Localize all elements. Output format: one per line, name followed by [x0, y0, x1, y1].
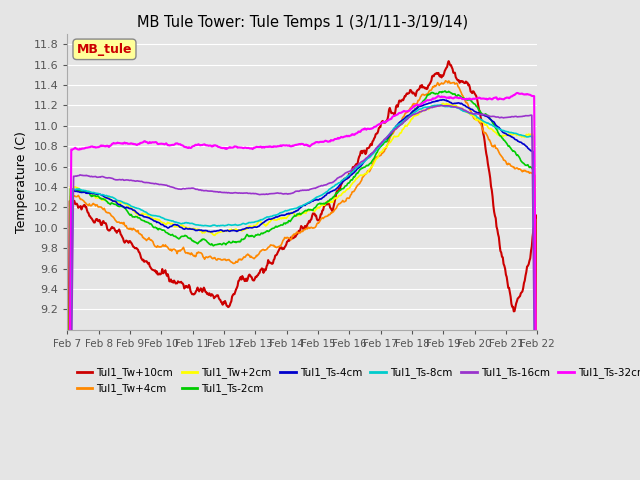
Tul1_Ts-32cm — [184, 145, 192, 151]
Line: Tul1_Ts-8cm: Tul1_Ts-8cm — [67, 105, 538, 480]
Tul1_Ts-32cm — [378, 120, 385, 126]
Tul1_Tw+2cm — [276, 216, 284, 221]
Tul1_Ts-16cm — [378, 141, 385, 146]
Tul1_Ts-16cm — [147, 180, 154, 186]
Tul1_Ts-4cm — [417, 103, 425, 109]
Line: Tul1_Tw+4cm: Tul1_Tw+4cm — [67, 81, 538, 480]
Tul1_Tw+10cm — [184, 285, 192, 290]
Tul1_Ts-4cm — [184, 226, 192, 232]
Tul1_Ts-4cm — [340, 178, 348, 183]
Tul1_Ts-4cm — [378, 141, 385, 146]
Legend: Tul1_Tw+10cm, Tul1_Tw+4cm, Tul1_Tw+2cm, Tul1_Ts-2cm, Tul1_Ts-4cm, Tul1_Ts-8cm, T: Tul1_Tw+10cm, Tul1_Tw+4cm, Tul1_Tw+2cm, … — [72, 363, 640, 398]
Tul1_Ts-32cm — [417, 102, 425, 108]
Line: Tul1_Tw+2cm: Tul1_Tw+2cm — [67, 103, 538, 480]
Tul1_Tw+10cm — [417, 84, 425, 90]
Tul1_Ts-8cm — [340, 176, 348, 182]
Tul1_Ts-8cm — [276, 210, 284, 216]
Tul1_Ts-16cm — [417, 109, 425, 115]
Tul1_Ts-8cm — [147, 212, 154, 218]
Tul1_Tw+10cm — [378, 120, 385, 126]
Tul1_Tw+2cm — [378, 149, 385, 155]
Tul1_Tw+4cm — [442, 78, 449, 84]
Tul1_Ts-2cm — [147, 221, 154, 227]
Tul1_Ts-4cm — [147, 216, 154, 222]
Tul1_Ts-32cm — [147, 140, 154, 146]
Tul1_Ts-8cm — [184, 220, 192, 226]
Tul1_Tw+10cm — [147, 264, 154, 270]
Tul1_Tw+2cm — [184, 226, 192, 231]
Tul1_Ts-32cm — [340, 134, 348, 140]
Tul1_Ts-2cm — [378, 143, 385, 149]
Tul1_Tw+2cm — [147, 214, 154, 220]
Line: Tul1_Tw+10cm: Tul1_Tw+10cm — [67, 61, 538, 480]
Tul1_Ts-8cm — [437, 102, 445, 108]
Tul1_Ts-2cm — [340, 184, 348, 190]
Tul1_Ts-4cm — [440, 96, 448, 102]
Tul1_Ts-32cm — [514, 90, 522, 96]
Tul1_Ts-2cm — [417, 100, 425, 106]
Tul1_Tw+10cm — [276, 245, 284, 251]
Tul1_Ts-16cm — [340, 171, 348, 177]
Tul1_Ts-16cm — [276, 191, 284, 196]
Tul1_Ts-16cm — [184, 186, 192, 192]
Tul1_Ts-32cm — [276, 143, 284, 149]
Tul1_Ts-8cm — [417, 106, 425, 112]
Tul1_Tw+10cm — [445, 58, 452, 64]
Tul1_Tw+4cm — [147, 237, 154, 243]
Text: MB_tule: MB_tule — [77, 43, 132, 56]
Tul1_Ts-2cm — [441, 88, 449, 94]
Tul1_Tw+4cm — [417, 93, 425, 99]
Tul1_Ts-8cm — [378, 141, 385, 147]
Tul1_Tw+4cm — [184, 251, 192, 256]
Tul1_Ts-16cm — [437, 103, 445, 108]
Tul1_Tw+2cm — [417, 108, 425, 114]
Line: Tul1_Ts-16cm: Tul1_Ts-16cm — [67, 106, 538, 480]
Tul1_Ts-2cm — [184, 235, 192, 241]
Line: Tul1_Ts-4cm: Tul1_Ts-4cm — [67, 99, 538, 480]
Tul1_Tw+2cm — [340, 189, 348, 195]
Tul1_Ts-4cm — [276, 213, 284, 218]
Y-axis label: Temperature (C): Temperature (C) — [15, 131, 28, 233]
Tul1_Tw+4cm — [276, 243, 284, 249]
Tul1_Tw+2cm — [439, 100, 447, 106]
Line: Tul1_Ts-2cm: Tul1_Ts-2cm — [67, 91, 538, 480]
Title: MB Tule Tower: Tule Temps 1 (3/1/11-3/19/14): MB Tule Tower: Tule Temps 1 (3/1/11-3/19… — [137, 15, 468, 30]
Tul1_Ts-2cm — [276, 223, 284, 228]
Tul1_Tw+10cm — [340, 176, 348, 182]
Tul1_Tw+4cm — [340, 199, 348, 205]
Tul1_Tw+4cm — [378, 152, 385, 158]
Line: Tul1_Ts-32cm: Tul1_Ts-32cm — [67, 93, 538, 480]
